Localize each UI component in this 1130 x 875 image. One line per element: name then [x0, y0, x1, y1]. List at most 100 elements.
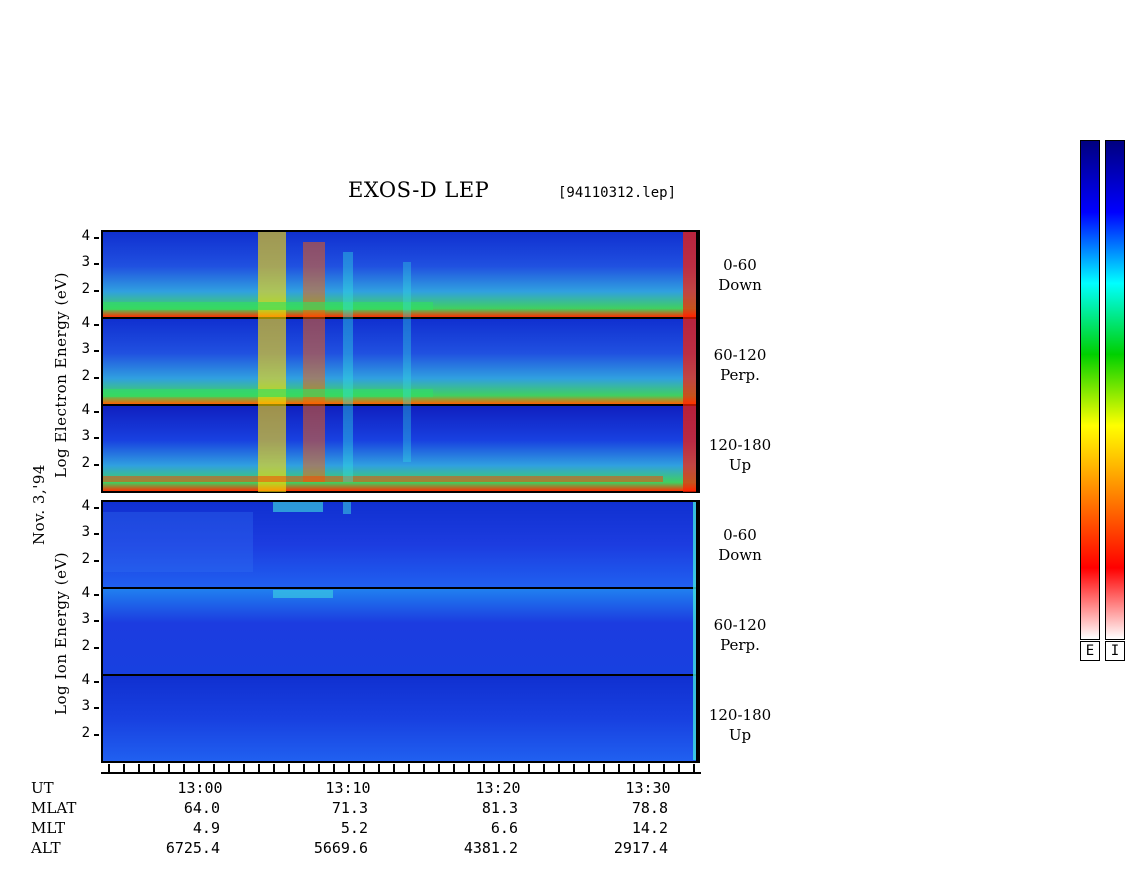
y-tick-mark: [94, 350, 99, 352]
x-tick-mark: [348, 764, 350, 772]
y-tick-label: 2: [81, 281, 90, 297]
x-tick-mark: [153, 764, 155, 772]
spectrogram-feature: [273, 502, 323, 512]
y-tick-mark: [94, 411, 99, 413]
y-tick-label: 4: [81, 672, 90, 688]
ephemeris-value: 13:30: [625, 779, 671, 797]
x-tick-mark: [168, 764, 170, 772]
y-tick-label: 4: [81, 228, 90, 244]
y-tick-mark: [94, 237, 99, 239]
x-tick-mark: [393, 764, 395, 772]
y-tick-label: 3: [81, 428, 90, 444]
spectrogram-feature: [303, 242, 325, 482]
x-tick-mark: [378, 764, 380, 772]
x-tick-mark: [633, 764, 635, 772]
x-tick-mark: [213, 764, 215, 772]
date-label: Nov. 3,'94: [30, 464, 48, 545]
ephemeris-value: 6725.4: [165, 839, 220, 857]
chart-title: EXOS-D LEP: [348, 178, 490, 202]
x-tick-mark: [423, 764, 425, 772]
ephemeris-value: 13:10: [325, 779, 371, 797]
y-tick-label: 4: [81, 585, 90, 601]
spectrogram-feature: [273, 590, 333, 598]
panel-label-ion-down: 0-60 Down: [718, 526, 762, 564]
x-tick-mark: [258, 764, 260, 772]
x-tick-mark: [468, 764, 470, 772]
y-tick-mark: [94, 707, 99, 709]
x-tick-mark: [573, 764, 575, 772]
x-tick-mark: [483, 764, 485, 772]
spectrogram-feature: [343, 252, 353, 482]
x-tick-mark: [543, 764, 545, 772]
spectrogram-feature: [693, 502, 696, 760]
spectrogram-feature: [103, 302, 433, 310]
ephemeris-value: 4381.2: [463, 839, 518, 857]
ephemeris-value: 4.9: [192, 819, 220, 837]
ephemeris-value: 71.3: [331, 799, 368, 817]
y-tick-mark: [94, 507, 99, 509]
panel-label-electron-down: 0-60 Down: [718, 256, 762, 294]
spectrogram-feature: [103, 476, 663, 482]
y-tick-mark: [94, 377, 99, 379]
y-tick-label: 2: [81, 638, 90, 654]
x-tick-mark: [693, 764, 695, 772]
y-tick-label: 4: [81, 498, 90, 514]
ephemeris-value: 78.8: [631, 799, 668, 817]
x-tick-mark: [363, 764, 365, 772]
colorbar-electron: [1080, 140, 1100, 640]
x-tick-mark: [198, 764, 200, 772]
row-label-ut: UT: [31, 779, 54, 797]
x-tick-mark: [288, 764, 290, 772]
spectrogram-feature: [403, 262, 411, 462]
x-tick-mark: [333, 764, 335, 772]
colorbar-ion: [1105, 140, 1125, 640]
panel-label-ion-perp: 60-120 Perp.: [713, 616, 767, 654]
y-tick-label: 2: [81, 725, 90, 741]
ephemeris-value: 64.0: [183, 799, 220, 817]
ephemeris-value: 2917.4: [613, 839, 668, 857]
y-tick-label: 2: [81, 368, 90, 384]
time-axis-line: [101, 772, 701, 774]
filename-label: [94110312.lep]: [558, 185, 677, 201]
spectrogram-feature: [258, 232, 286, 492]
x-tick-mark: [603, 764, 605, 772]
x-tick-mark: [648, 764, 650, 772]
y-tick-mark: [94, 263, 99, 265]
ephemeris-value: 14.2: [631, 819, 668, 837]
spectrogram-feature: [343, 502, 351, 514]
x-tick-mark: [678, 764, 680, 772]
y-tick-mark: [94, 437, 99, 439]
row-label-alt: ALT: [31, 839, 61, 857]
ephemeris-value: 6.6: [490, 819, 518, 837]
y-tick-label: 4: [81, 315, 90, 331]
y-tick-label: 4: [81, 402, 90, 418]
x-tick-mark: [108, 764, 110, 772]
x-tick-mark: [408, 764, 410, 772]
y-tick-mark: [94, 620, 99, 622]
x-tick-mark: [123, 764, 125, 772]
panel-label-electron-perp: 60-120 Perp.: [713, 346, 767, 384]
y-tick-mark: [94, 594, 99, 596]
y-tick-mark: [94, 560, 99, 562]
x-tick-mark: [663, 764, 665, 772]
x-tick-mark: [513, 764, 515, 772]
ephemeris-value: 5.2: [340, 819, 368, 837]
y-tick-label: 3: [81, 524, 90, 540]
y-tick-mark: [94, 681, 99, 683]
ion-panel-down: [101, 500, 700, 589]
x-tick-mark: [318, 764, 320, 772]
x-tick-mark: [183, 764, 185, 772]
x-tick-mark: [303, 764, 305, 772]
y-tick-label: 3: [81, 254, 90, 270]
row-label-mlat: MLAT: [31, 799, 77, 817]
x-tick-mark: [438, 764, 440, 772]
x-tick-mark: [528, 764, 530, 772]
y-tick-mark: [94, 647, 99, 649]
ephemeris-value: 13:00: [177, 779, 223, 797]
y-tick-label: 3: [81, 341, 90, 357]
x-tick-mark: [618, 764, 620, 772]
x-tick-mark: [243, 764, 245, 772]
x-tick-mark: [558, 764, 560, 772]
panel-label-electron-up: 120-180 Up: [708, 436, 772, 474]
ion-panel-up: [101, 674, 700, 763]
